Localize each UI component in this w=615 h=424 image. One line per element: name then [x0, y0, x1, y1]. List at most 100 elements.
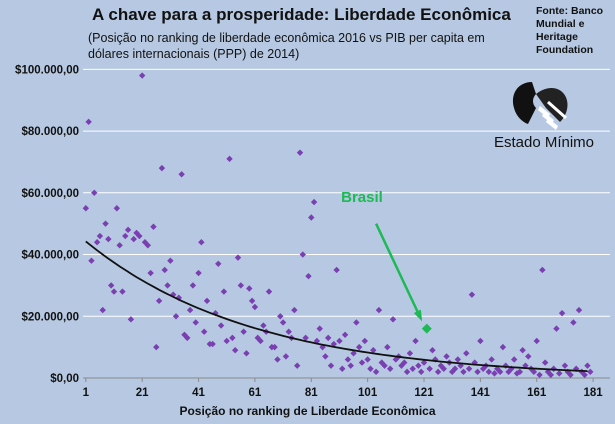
data-points — [82, 72, 594, 379]
data-point — [496, 368, 504, 376]
data-point — [322, 353, 329, 360]
data-point — [339, 365, 346, 372]
data-point — [186, 306, 194, 314]
data-point — [370, 347, 377, 354]
data-point — [96, 232, 104, 240]
annotation-brasil: Brasil — [341, 189, 432, 334]
data-point — [240, 328, 247, 335]
data-point — [401, 359, 408, 366]
data-point — [161, 266, 168, 274]
data-point — [136, 232, 143, 240]
data-point — [116, 242, 123, 249]
data-point — [575, 306, 583, 314]
data-point — [460, 368, 467, 376]
data-point — [260, 322, 267, 329]
y-tick-label: $0,00 — [50, 373, 79, 385]
data-point — [434, 368, 442, 376]
data-point — [341, 331, 349, 338]
data-point — [192, 319, 199, 326]
data-point — [189, 282, 197, 289]
data-point — [364, 356, 371, 363]
data-point — [327, 362, 335, 369]
arrow-head — [413, 309, 423, 322]
data-point — [82, 205, 90, 212]
brasil-label: Brasil — [341, 189, 383, 206]
data-point — [248, 297, 256, 305]
data-point — [102, 220, 109, 227]
data-point — [316, 325, 323, 332]
data-point — [499, 343, 507, 351]
data-point — [372, 368, 380, 376]
data-point — [223, 337, 230, 345]
data-point — [305, 272, 312, 280]
data-point — [561, 362, 569, 369]
data-point — [217, 322, 225, 329]
x-tick-label: 41 — [192, 387, 205, 399]
data-point — [257, 337, 264, 345]
data-point — [429, 347, 436, 354]
trend-line — [85, 240, 588, 372]
data-point — [488, 356, 495, 363]
data-point — [310, 198, 318, 206]
y-tick-label: $100.000,00 — [15, 64, 79, 76]
data-point — [389, 316, 397, 323]
data-point — [291, 306, 298, 314]
data-point — [491, 370, 498, 377]
data-point — [474, 368, 481, 376]
data-point — [277, 313, 284, 320]
grid-lines — [83, 68, 610, 317]
data-point — [533, 337, 540, 345]
data-point — [271, 343, 278, 351]
data-point — [324, 334, 332, 342]
data-point — [516, 368, 524, 376]
y-tick-label: $80.000,00 — [21, 126, 79, 138]
estado-minimo-logo: Estado Mínimo — [488, 78, 600, 160]
data-point — [234, 254, 242, 261]
data-point — [361, 337, 369, 345]
data-point — [519, 347, 526, 354]
data-point — [567, 371, 574, 379]
data-point — [153, 343, 160, 351]
data-point — [308, 214, 315, 221]
data-point — [465, 365, 473, 372]
y-tick-label: $40.000,00 — [21, 250, 79, 262]
data-point — [381, 362, 388, 369]
data-point — [440, 365, 447, 372]
data-point — [522, 362, 529, 369]
x-axis-ticks: 1 21 41 61 81 101 121 141 161 181 — [83, 378, 603, 399]
data-point — [178, 171, 185, 178]
data-point — [164, 282, 171, 289]
data-point — [485, 368, 493, 376]
data-point — [107, 282, 115, 289]
data-point — [302, 334, 309, 342]
data-point — [358, 359, 366, 366]
data-point — [558, 309, 566, 317]
data-point — [553, 325, 560, 332]
data-point — [299, 251, 307, 258]
data-point — [158, 164, 166, 172]
data-point — [195, 269, 202, 277]
y-tick-label: $20.000,00 — [21, 311, 79, 323]
data-point — [578, 368, 586, 376]
data-point — [502, 362, 509, 369]
data-point — [88, 257, 95, 264]
data-point — [220, 288, 228, 295]
data-point — [353, 319, 360, 326]
data-point — [237, 282, 245, 289]
x-tick-label: 141 — [471, 387, 491, 399]
x-tick-label: 81 — [305, 387, 318, 399]
data-point — [130, 235, 137, 243]
data-point — [536, 371, 543, 379]
data-point — [124, 226, 132, 234]
data-point — [386, 365, 394, 372]
data-point — [246, 285, 253, 292]
data-point — [229, 334, 236, 342]
data-point — [279, 319, 287, 326]
data-point — [443, 353, 450, 360]
x-tick-label: 161 — [527, 387, 547, 399]
data-point — [172, 313, 180, 320]
logo-text: Estado Mínimo — [493, 134, 595, 151]
data-point — [541, 359, 549, 366]
data-point — [251, 303, 259, 311]
data-point — [330, 340, 338, 348]
